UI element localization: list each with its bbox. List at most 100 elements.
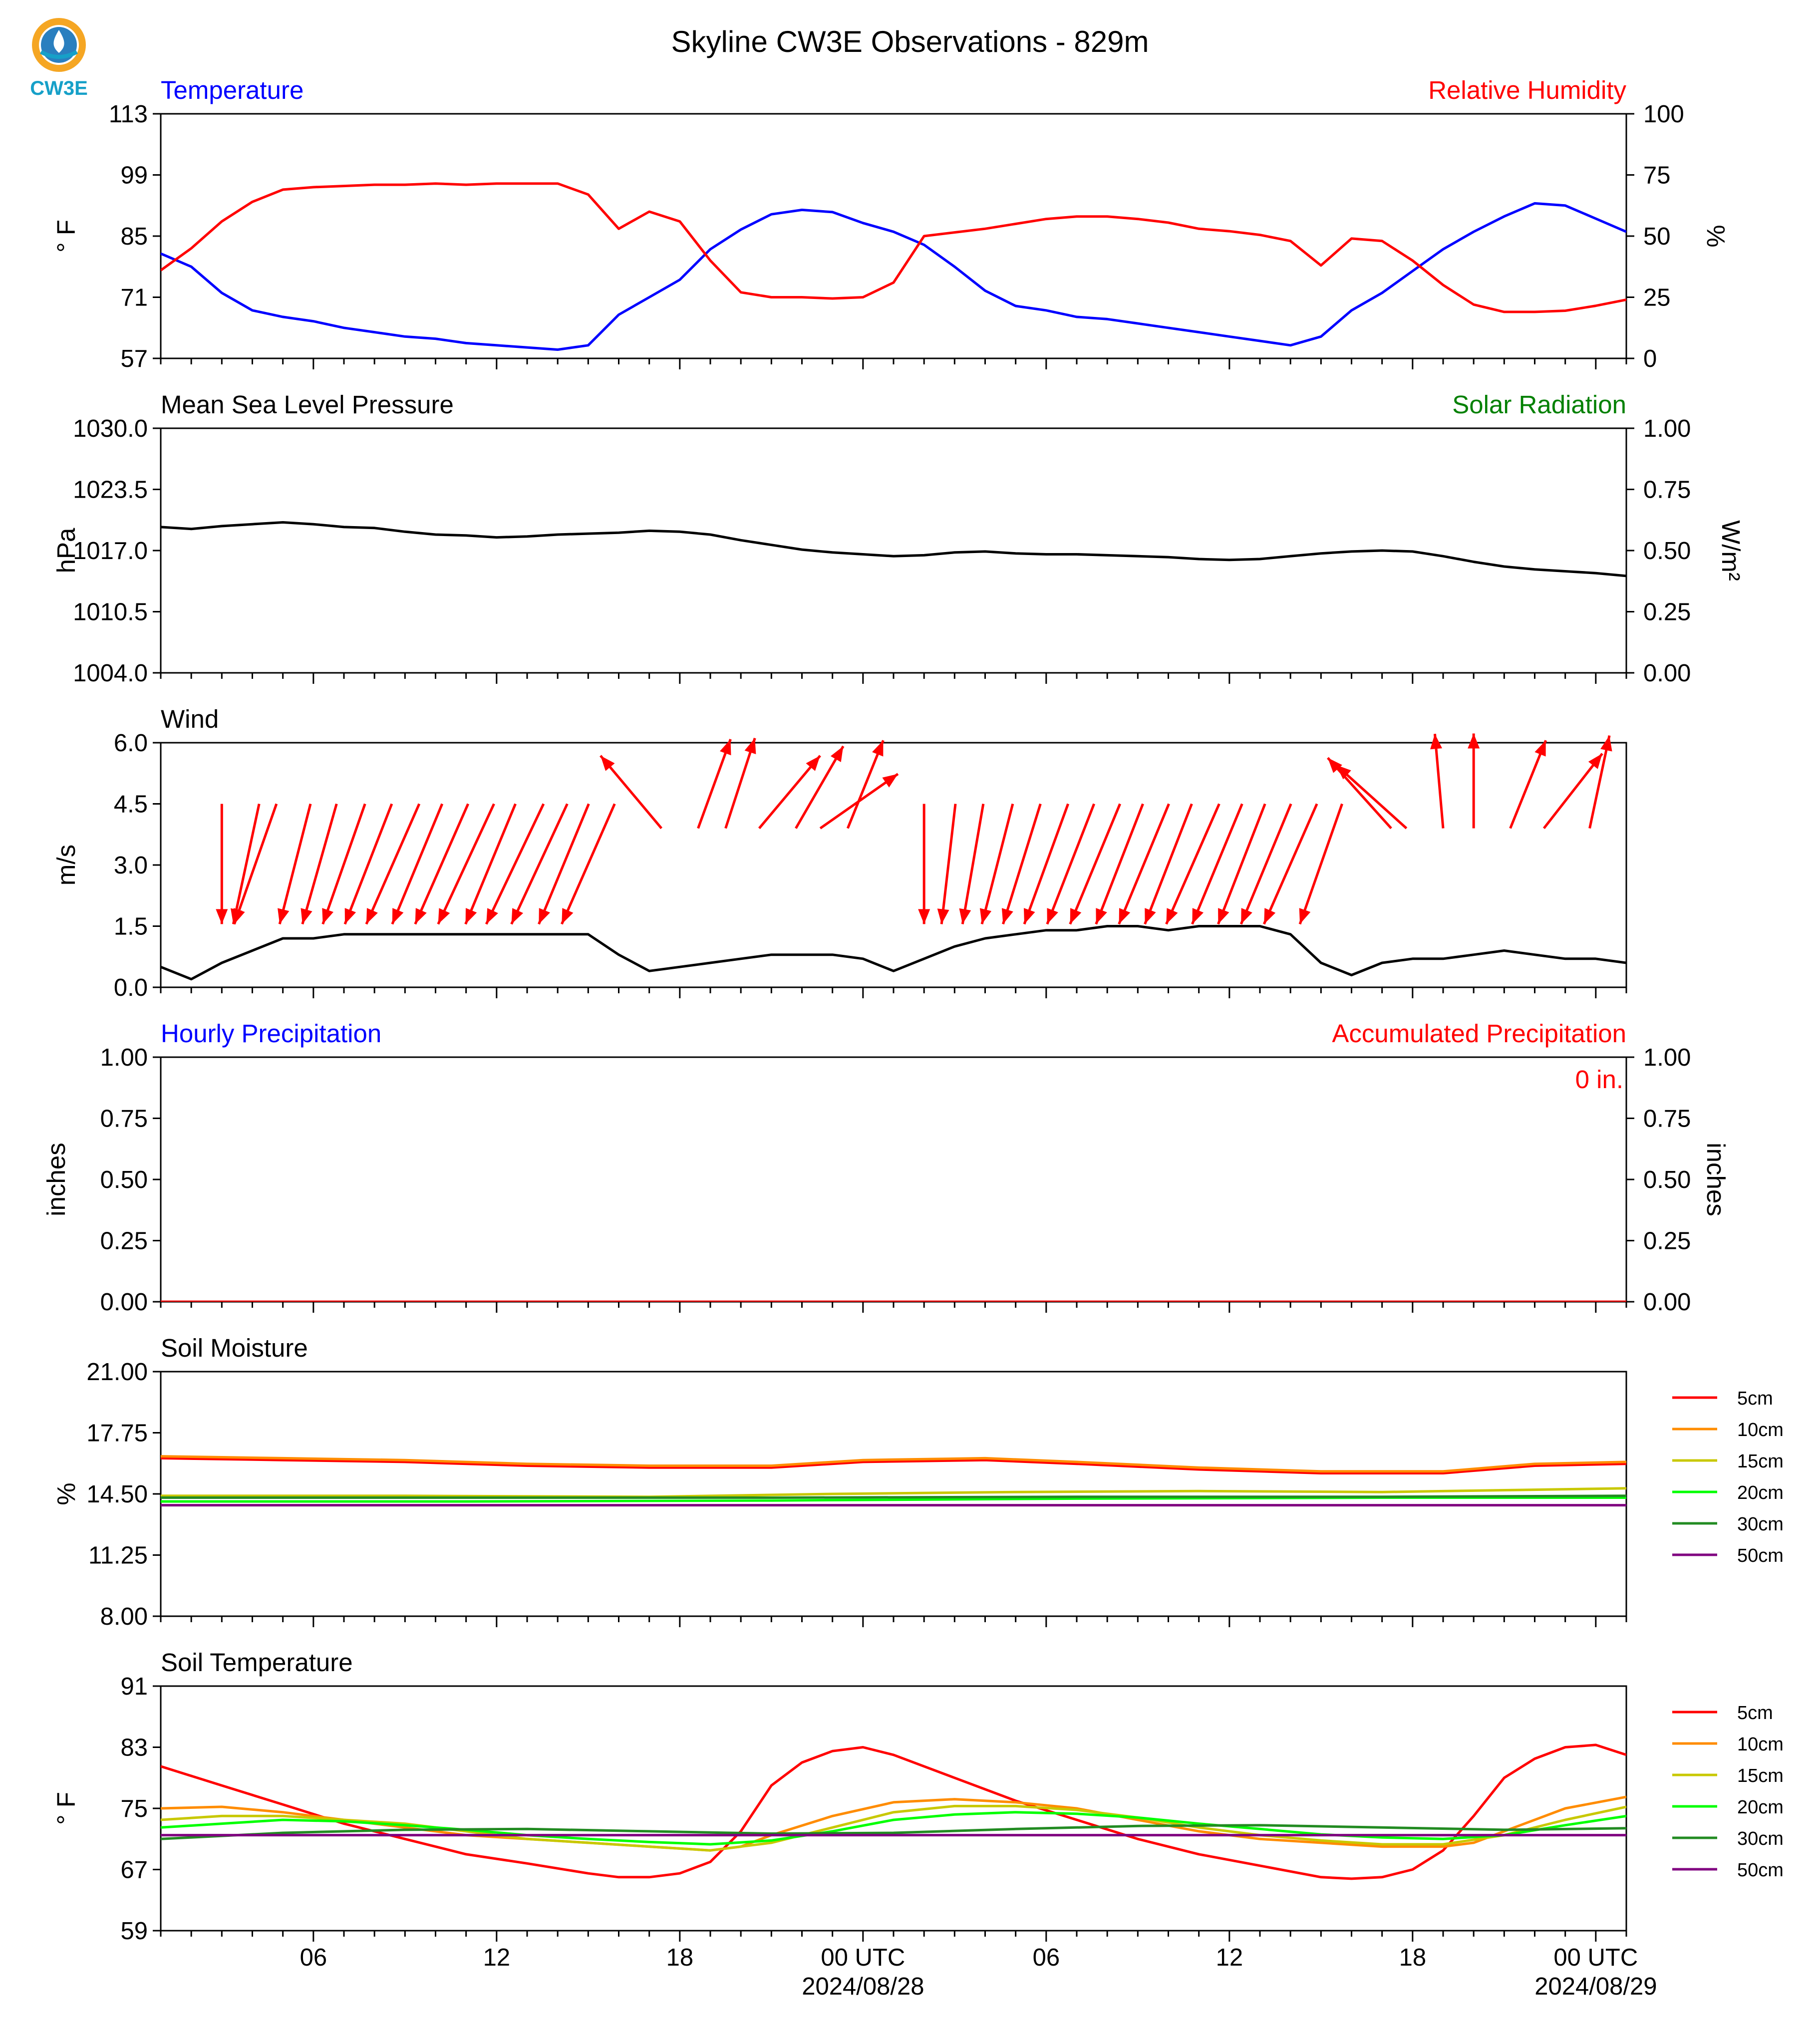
x-tick-label: 00 UTC: [821, 1944, 905, 1971]
wind-arrow: [1144, 803, 1193, 925]
wind-arrow-head: [234, 908, 245, 924]
wind-arrow: [1430, 734, 1445, 829]
soil_temp-ytick-label: 83: [120, 1735, 148, 1761]
wind-ytick-label: 3.0: [114, 852, 148, 879]
pressure-ytick-right-label: 0.25: [1643, 599, 1691, 626]
cw3e-logo: CW3E: [30, 18, 88, 99]
soil_temp-title: Soil Temperature: [161, 1648, 353, 1677]
wind-arrow-shaft: [1165, 803, 1220, 925]
wind-arrow: [724, 738, 756, 829]
wind-arrow-head: [1024, 908, 1035, 924]
precip-ytick-label: 0.00: [100, 1289, 148, 1316]
panel-temp_rh: Temperature Relative Humidity 57 71 85 99 113 0…: [52, 76, 1730, 372]
wind-arrow-shaft: [1239, 803, 1292, 925]
soil_moisture-legend-label: 50cm: [1737, 1545, 1784, 1566]
soil_temp-ytick-label: 67: [120, 1857, 148, 1884]
soil_moisture-legend-label: 20cm: [1737, 1482, 1784, 1503]
wind-arrow: [343, 803, 393, 925]
panel-soil_moisture: Soil Moisture 8.00 11.25 14.50 17.75 21.00% 5c…: [52, 1334, 1784, 1630]
soil_temp-series-30cm-line: [161, 1824, 1626, 1840]
wind-arrow: [1001, 803, 1042, 925]
wind-arrow-shaft: [1191, 803, 1243, 925]
temp_rh-ytick-right-label: 100: [1643, 101, 1684, 128]
soil_temp-legend-label: 30cm: [1737, 1828, 1784, 1849]
soil_moisture-ytick-label: 14.50: [86, 1481, 148, 1508]
wind-arrow-head: [830, 746, 844, 762]
wind-arrow-shaft: [414, 803, 470, 925]
wind-arrow-head: [539, 908, 550, 924]
pressure-ylabel: hPa: [52, 528, 80, 573]
precip-ytick-label: 0.25: [100, 1228, 148, 1255]
wind-arrow: [510, 803, 569, 925]
soil_temp-series-20cm-line: [161, 1811, 1626, 1846]
wind-arrow-head: [1145, 908, 1156, 924]
soil_moisture-ylabel: %: [52, 1482, 80, 1505]
wind-arrow-shaft: [1588, 735, 1611, 829]
wind-arrow-head: [959, 908, 971, 924]
pressure-ytick-label: 1023.5: [73, 477, 148, 504]
wind-ytick-label: 6.0: [114, 730, 148, 757]
wind-arrow: [365, 803, 421, 925]
wind-arrow: [278, 803, 312, 925]
pressure-ytick-right-label: 0.50: [1643, 538, 1691, 565]
wind-arrow: [1335, 764, 1408, 830]
wind-arrow: [1095, 803, 1144, 925]
pressure-title: Mean Sea Level Pressure: [161, 390, 454, 419]
pressure-ytick-label: 1030.0: [73, 415, 148, 442]
pressure-right-title: Solar Radiation: [1452, 390, 1626, 419]
wind-arrow: [485, 803, 545, 925]
wind-arrow-shaft: [724, 738, 756, 829]
wind-arrow-head: [1588, 753, 1602, 769]
wind-arrow-head: [1534, 740, 1546, 757]
wind-arrow-head: [366, 908, 378, 924]
soil_temp-legend-label: 50cm: [1737, 1860, 1784, 1881]
soil_temp-ytick-label: 59: [120, 1918, 148, 1945]
wind-arrow-head: [465, 908, 477, 924]
x-tick-label: 12: [1216, 1944, 1243, 1971]
x-tick-label: 06: [1033, 1944, 1060, 1971]
soil_temp-legend-label: 20cm: [1737, 1797, 1784, 1818]
wind-arrow-head: [720, 739, 731, 756]
wind-arrow: [538, 803, 590, 925]
soil_moisture-series-5cm-line: [161, 1456, 1626, 1474]
wind-arrow-head: [1070, 908, 1082, 924]
precip-ylabel: inches: [42, 1143, 70, 1216]
wind-arrow-shaft: [795, 745, 845, 829]
wind-arrow-shaft: [301, 803, 338, 925]
logo-text: CW3E: [30, 77, 88, 99]
wind-arrow-shaft: [758, 755, 821, 830]
wind-arrow: [846, 740, 885, 829]
wind-arrow-shaft: [233, 803, 278, 925]
wind-arrow-head: [1047, 908, 1058, 924]
temp_rh-ytick-label: 71: [120, 285, 148, 311]
wind-arrow-shaft: [1217, 803, 1266, 925]
wind-arrow-head: [392, 908, 404, 924]
soil_temp-legend-label: 15cm: [1737, 1765, 1784, 1786]
pressure-ytick-right-label: 0.00: [1643, 660, 1691, 687]
wind-arrow: [1239, 803, 1292, 925]
wind-arrow: [561, 803, 616, 925]
x-tick-label: 00 UTC: [1553, 1944, 1638, 1971]
wind-arrow-head: [806, 756, 820, 771]
wind-arrow: [1468, 733, 1480, 829]
panel-wind: Wind 0.0 1.5 3.0 4.5 6.0 m/s: [52, 705, 1627, 1001]
wind-arrow-head: [301, 908, 312, 924]
wind-arrow-head: [1336, 765, 1351, 780]
precip-right-title: Accumulated Precipitation: [1332, 1019, 1626, 1048]
wind-arrow-head: [216, 909, 228, 924]
pressure-ylabel-right: W/m²: [1717, 520, 1745, 581]
wind-ylabel: m/s: [52, 845, 80, 885]
temp_rh-frame: [160, 113, 1627, 359]
precip-ytick-right-label: 0.00: [1643, 1289, 1691, 1316]
wind-arrow-shaft: [437, 803, 495, 925]
wind-arrow: [1588, 735, 1612, 829]
wind-arrow: [321, 803, 366, 925]
wind-arrow-shaft: [391, 803, 444, 925]
soil_moisture-legend-label: 10cm: [1737, 1420, 1784, 1441]
wind-arrow-shaft: [485, 803, 545, 925]
wind-arrow-head: [278, 908, 290, 924]
wind-arrow-head: [1119, 908, 1131, 924]
wind-arrow: [1217, 803, 1266, 925]
wind-arrow-shaft: [980, 803, 1014, 925]
precip-ytick-right-label: 0.50: [1643, 1166, 1691, 1193]
